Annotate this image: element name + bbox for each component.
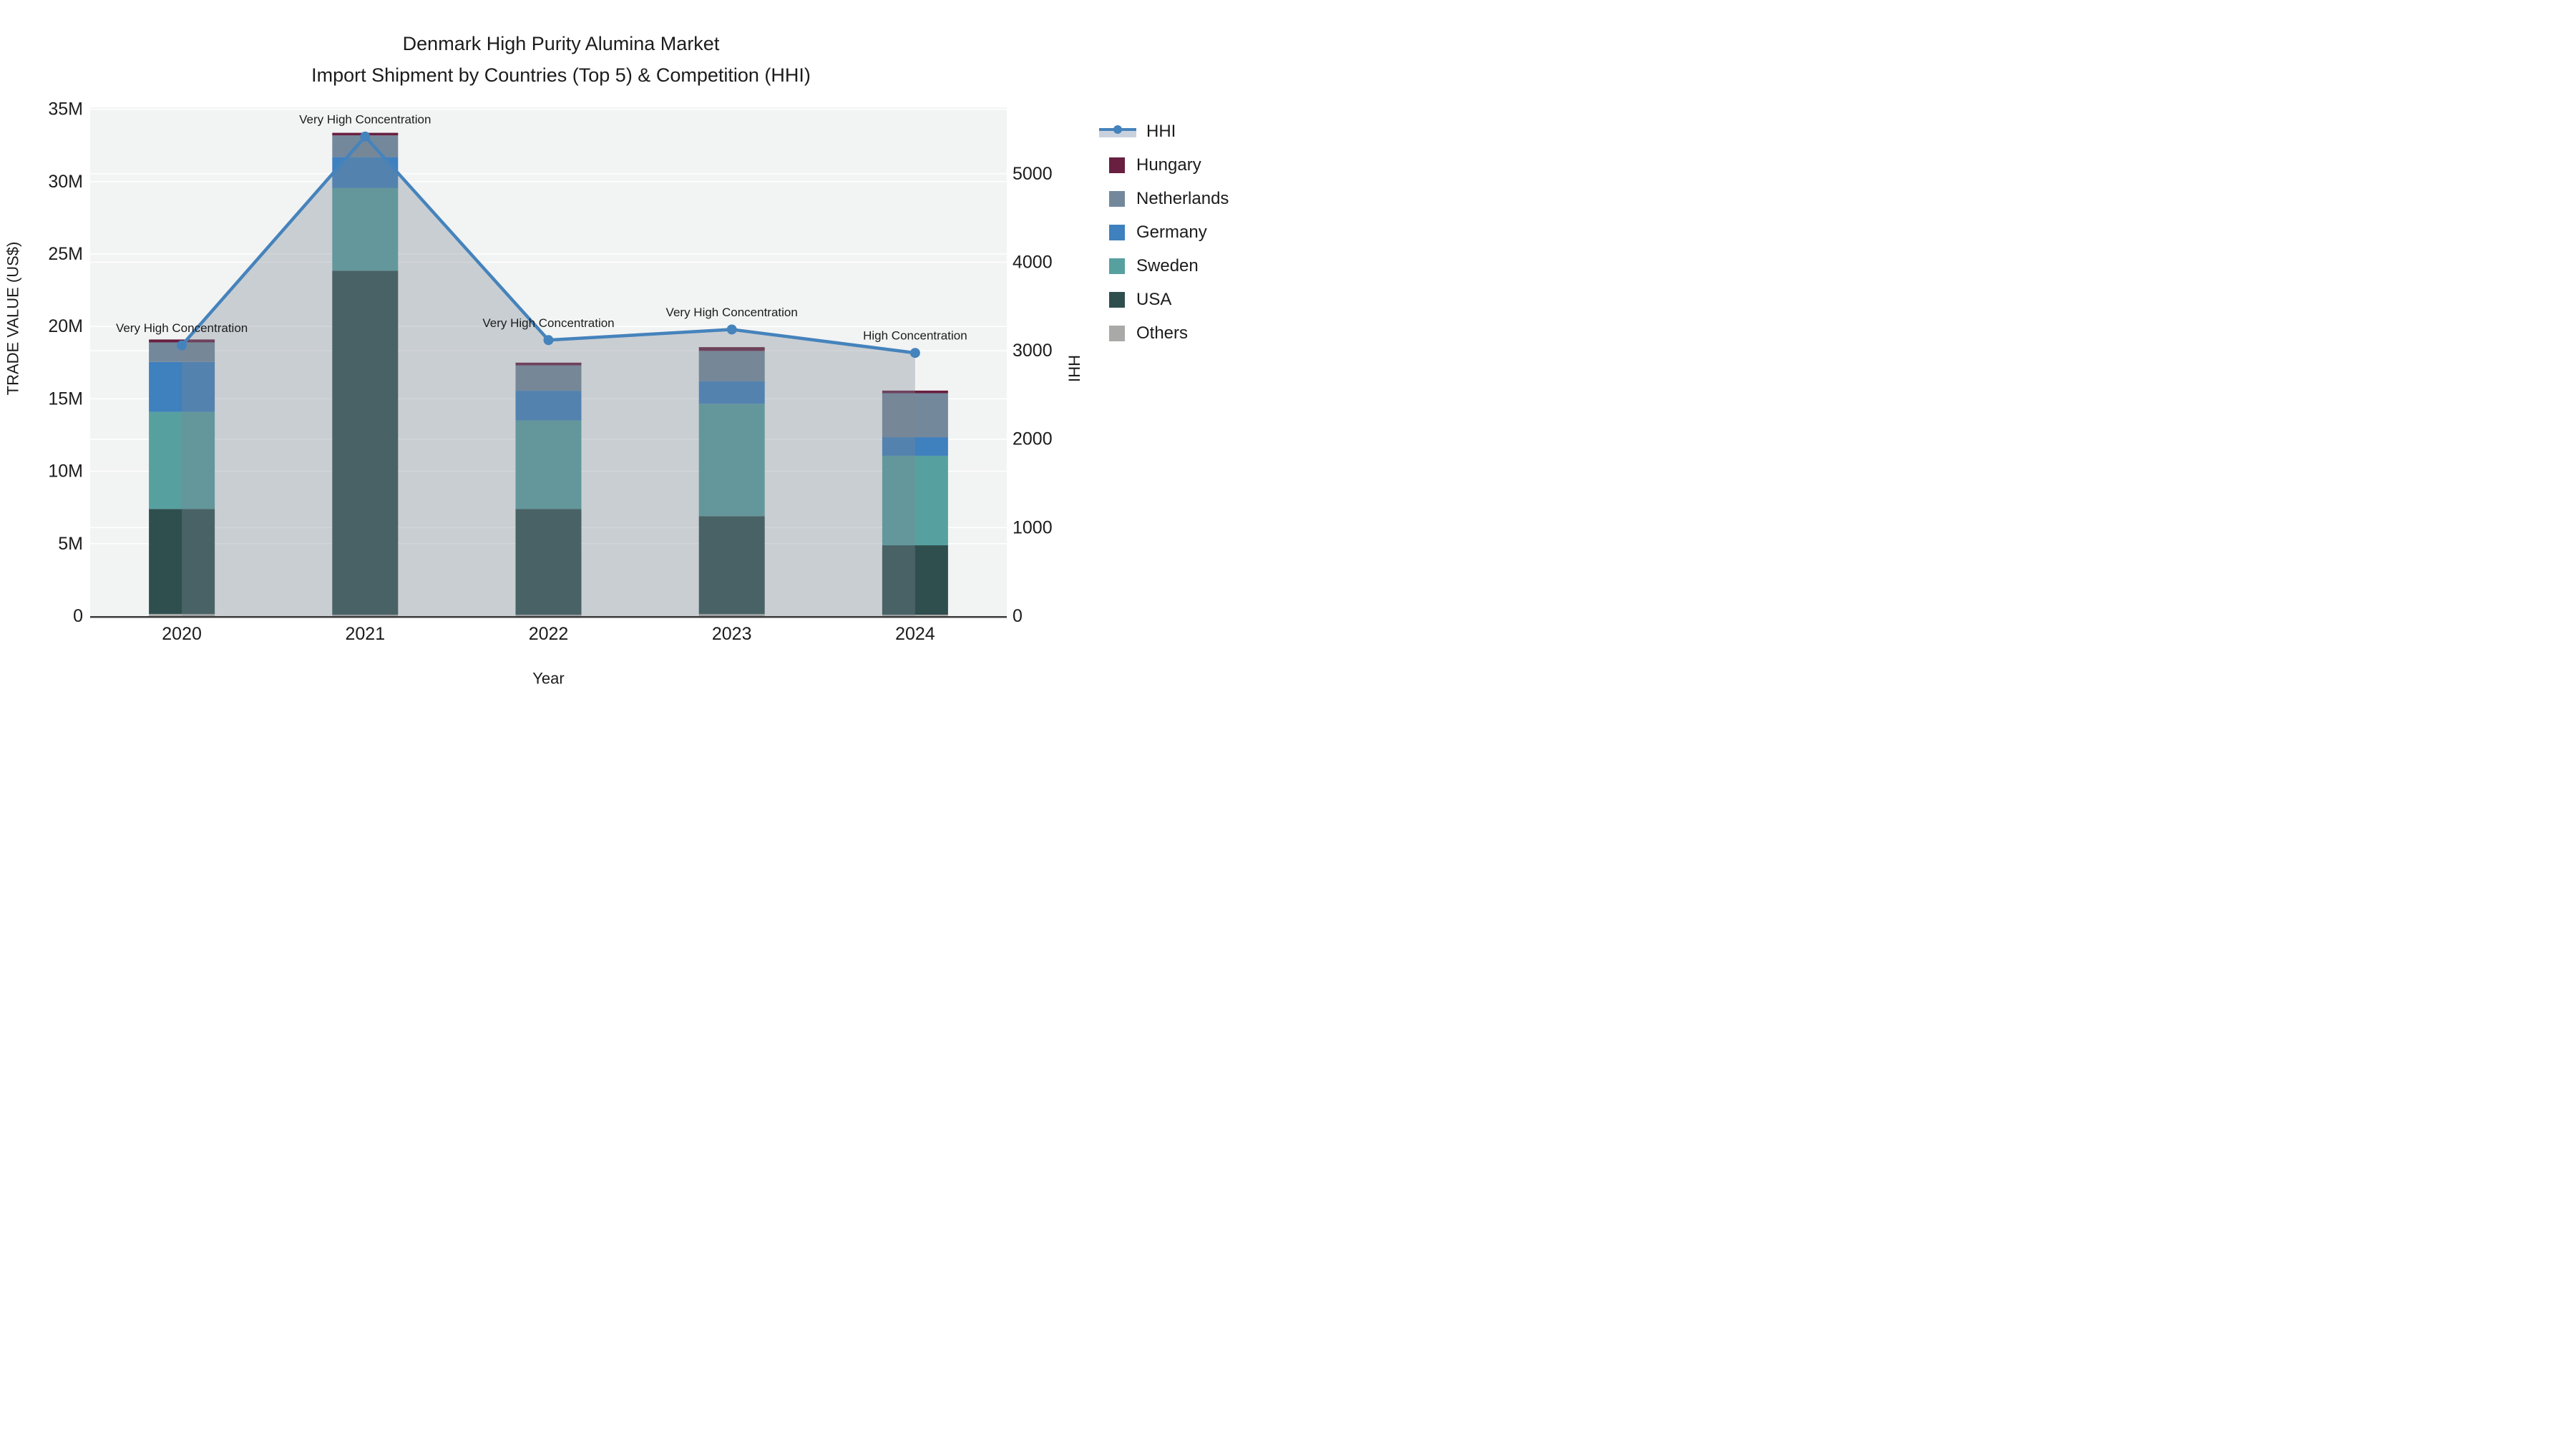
bar-segment-2022-hungary[interactable]: [515, 362, 582, 366]
legend-swatch-sweden: [1109, 258, 1125, 274]
y-left-tick-25M: 25M: [48, 244, 83, 264]
chart-title-line1: Denmark High Purity Alumina Market: [402, 33, 720, 54]
x-tick-2021: 2021: [345, 624, 385, 644]
bar-segment-2023-netherlands[interactable]: [698, 351, 765, 381]
legend-swatch-hungary: [1109, 157, 1125, 173]
legend-label-germany: Germany: [1136, 223, 1207, 242]
bar-segment-2022-netherlands[interactable]: [515, 365, 582, 391]
legend-swatch-usa: [1109, 292, 1125, 308]
bar-segment-2024-usa[interactable]: [882, 545, 948, 615]
hhi-marker-2023[interactable]: [726, 324, 737, 335]
x-tick-2023: 2023: [712, 624, 752, 644]
y-left-tick-35M: 35M: [48, 99, 83, 119]
bar-segment-2024-sweden[interactable]: [882, 455, 948, 546]
hhi-area-fill: [182, 136, 915, 617]
bar-segment-2023-sweden[interactable]: [698, 404, 765, 517]
annotation-2020: Very High Concentration: [116, 321, 248, 335]
bar-segment-2023-germany[interactable]: [698, 381, 765, 404]
hhi-marker-2021[interactable]: [360, 131, 371, 142]
bar-segment-2023-others[interactable]: [698, 613, 765, 616]
chart-title-line2: Import Shipment by Countries (Top 5) & C…: [311, 64, 811, 86]
legend-label-hungary: Hungary: [1136, 155, 1201, 175]
legend-swatch-netherlands: [1109, 191, 1125, 207]
bar-segment-2022-usa[interactable]: [515, 509, 582, 615]
y-left-tick-10M: 10M: [48, 462, 83, 482]
legend-swatch-others: [1109, 326, 1125, 341]
bar-segment-2023-usa[interactable]: [698, 516, 765, 614]
legend-label-netherlands: Netherlands: [1136, 189, 1229, 208]
legend-item-netherlands[interactable]: Netherlands: [1099, 188, 1229, 210]
annotation-2021: Very High Concentration: [299, 112, 431, 126]
legend-item-others[interactable]: Others: [1099, 323, 1188, 344]
bar-segment-2021-sweden[interactable]: [332, 187, 399, 271]
bar-segment-2024-hungary[interactable]: [882, 390, 948, 394]
bar-segment-2024-germany[interactable]: [882, 437, 948, 456]
y-left-tick-30M: 30M: [48, 172, 83, 192]
y-left-tick-5M: 5M: [58, 534, 83, 554]
bar-segment-2022-germany[interactable]: [515, 391, 582, 421]
legend-item-hhi[interactable]: HHI: [1099, 121, 1176, 142]
bar-segment-2022-others[interactable]: [515, 614, 582, 616]
legend-label-hhi: HHI: [1146, 122, 1176, 141]
y-right-tick-5000: 5000: [1013, 164, 1053, 184]
bar-segment-2020-germany[interactable]: [149, 361, 215, 412]
legend-item-hungary[interactable]: Hungary: [1099, 155, 1201, 176]
bar-segment-2021-usa[interactable]: [332, 270, 399, 615]
bar-segment-2020-sweden[interactable]: [149, 411, 215, 509]
annotation-2024: High Concentration: [863, 329, 967, 343]
y-right-tick-3000: 3000: [1013, 341, 1053, 361]
bar-segment-2020-usa[interactable]: [149, 509, 215, 614]
legend-item-sweden[interactable]: Sweden: [1099, 255, 1199, 277]
y-right-tick-4000: 4000: [1013, 252, 1053, 272]
annotation-2022: Very High Concentration: [482, 316, 614, 330]
legend-item-usa[interactable]: USA: [1099, 289, 1171, 311]
bar-segment-2023-hungary[interactable]: [698, 347, 765, 351]
x-tick-2024: 2024: [895, 624, 935, 644]
bar-segment-2024-netherlands[interactable]: [882, 393, 948, 438]
legend-swatch-germany: [1109, 225, 1125, 240]
y-left-tick-0: 0: [73, 606, 83, 626]
legend-label-others: Others: [1136, 323, 1189, 343]
legend-label-usa: USA: [1136, 290, 1172, 309]
hhi-line-sample-icon: [1099, 125, 1136, 137]
hhi-marker-2022[interactable]: [543, 335, 554, 346]
legend-label-sweden: Sweden: [1136, 256, 1199, 275]
bar-segment-2024-others[interactable]: [882, 614, 948, 616]
y-left-tick-15M: 15M: [48, 389, 83, 409]
y-right-axis-title: HHI: [1065, 355, 1083, 382]
x-tick-2020: 2020: [162, 624, 202, 644]
bar-segment-2021-others[interactable]: [332, 614, 399, 616]
figure: Denmark High Purity Alumina Market Impor…: [0, 0, 1288, 725]
x-tick-2022: 2022: [529, 624, 569, 644]
x-axis-title: Year: [532, 670, 564, 688]
y-left-tick-20M: 20M: [48, 316, 83, 336]
y-left-axis-title: TRADE VALUE (US$): [4, 242, 22, 396]
plot-area: Very High Concentration Very High Concent…: [4, 99, 1083, 688]
bar-segment-2020-others[interactable]: [149, 613, 215, 616]
hhi-marker-2020[interactable]: [177, 340, 187, 351]
y-right-tick-2000: 2000: [1013, 429, 1053, 449]
y-right-tick-0: 0: [1013, 606, 1023, 626]
hhi-marker-2024[interactable]: [909, 348, 920, 358]
annotation-2023: Very High Concentration: [666, 306, 798, 319]
legend-item-germany[interactable]: Germany: [1099, 222, 1207, 243]
bar-segment-2022-sweden[interactable]: [515, 420, 582, 509]
y-right-tick-1000: 1000: [1013, 517, 1053, 537]
